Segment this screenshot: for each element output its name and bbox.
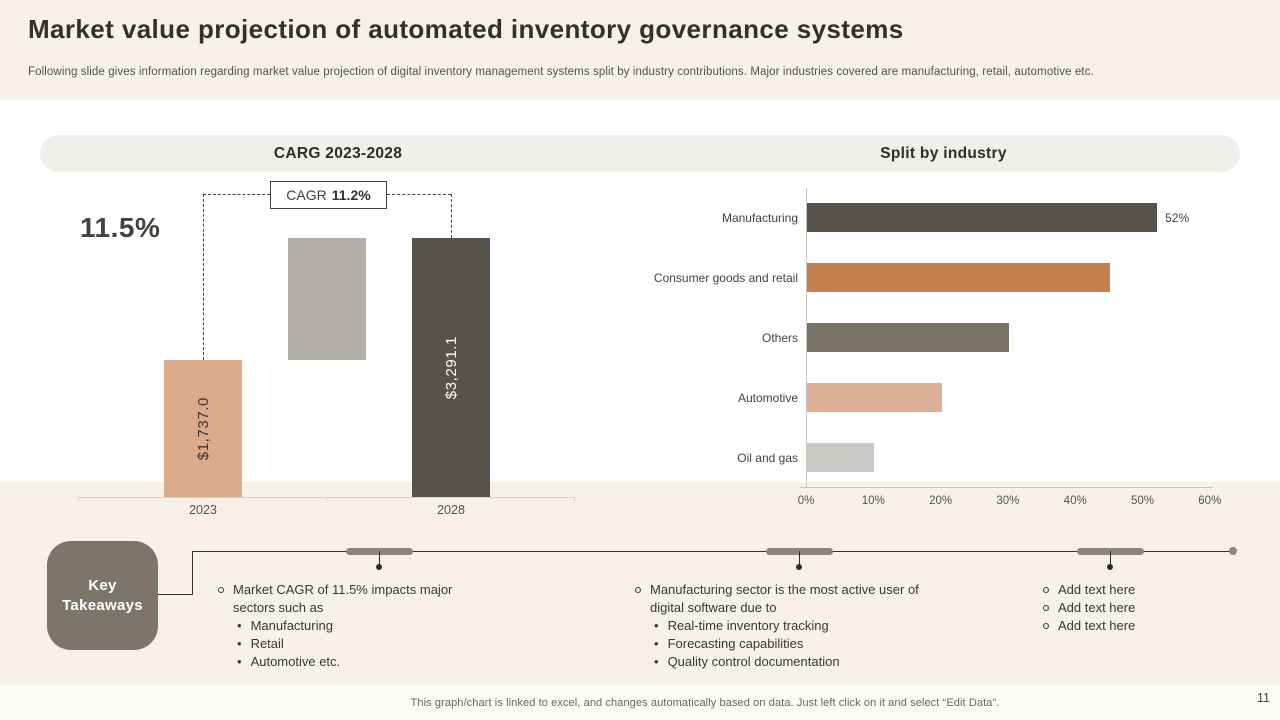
takeaways-connector-horizontal (158, 594, 192, 595)
takeaways-connector-vertical (192, 551, 193, 595)
section-title-carg: CARG 2023-2028 (273, 145, 403, 162)
circle-bullet-icon (1043, 604, 1049, 611)
section-header-band (40, 135, 1240, 172)
key-takeaways-label-line1: Key (88, 576, 117, 594)
cagr-callout-value: 11.2% (331, 187, 371, 203)
split-x-tick-label: 10% (861, 495, 885, 507)
takeaway-item[interactable]: Add text here (1043, 617, 1253, 635)
page-number: 11 (1257, 691, 1270, 705)
split-y-axis (806, 188, 807, 487)
takeaway-column: Add text here Add text here Add text here (1043, 581, 1253, 635)
split-category-label: Others (761, 331, 798, 345)
dot-bullet-icon: • (654, 618, 659, 633)
takeaway-item-text[interactable]: Add text here (1058, 618, 1136, 633)
takeaway-column: Market CAGR of 11.5% impacts major secto… (218, 581, 470, 671)
takeaway-item[interactable]: Add text here (1043, 581, 1253, 599)
cagr-callout[interactable]: CAGR 11.2% (270, 181, 387, 209)
split-category-label: Manufacturing (721, 211, 798, 225)
split-bar[interactable] (807, 203, 1158, 232)
split-x-tick-label: 30% (996, 495, 1020, 507)
carg-bar[interactable]: $3,291.1 (412, 238, 490, 497)
circle-bullet-icon (635, 586, 641, 593)
split-x-tick-label: 0% (797, 495, 815, 507)
footer-note: This graph/chart is linked to excel, and… (410, 697, 1000, 709)
carg-category-label: 2023 (189, 503, 217, 517)
carg-x-axis-tick (574, 497, 575, 501)
takeaway-subitem: • Forecasting capabilities (654, 635, 935, 653)
page-title: Market value projection of automated inv… (28, 14, 904, 44)
dot-bullet-icon: • (237, 636, 242, 651)
split-bar[interactable] (807, 323, 1009, 352)
takeaway-item: Market CAGR of 11.5% impacts major secto… (218, 581, 470, 617)
cagr-connector-left (203, 194, 270, 195)
takeaway-subitem: • Manufacturing (237, 617, 470, 635)
key-takeaways-label-line2: Takeaways (62, 596, 143, 614)
takeaway-subitem: • Quality control documentation (654, 653, 935, 671)
takeaway-subitem: • Automotive etc. (237, 653, 470, 671)
takeaway-subitem-text: Real-time inventory tracking (667, 618, 829, 633)
takeaway-subitem: • Retail (237, 635, 470, 653)
carg-bar[interactable]: $1,737.0 (164, 360, 242, 497)
split-x-tick-label: 50% (1130, 495, 1155, 507)
split-x-tick-label: 40% (1063, 495, 1087, 507)
takeaway-item: Manufacturing sector is the most active … (635, 581, 935, 617)
carg-bar[interactable] (288, 238, 366, 361)
takeaway-subitem-text: Retail (250, 636, 284, 651)
key-takeaways-box[interactable]: Key Takeaways (47, 541, 158, 650)
footer-band (0, 685, 1280, 720)
split-bar[interactable] (807, 383, 942, 412)
split-category-label: Oil and gas (737, 451, 798, 465)
dot-bullet-icon: • (237, 618, 242, 633)
carg-category-label: 2028 (437, 503, 465, 517)
split-bar[interactable] (807, 443, 875, 472)
takeaway-subitem-text: Forecasting capabilities (667, 636, 804, 651)
circle-bullet-icon (1043, 586, 1049, 593)
cagr-dash-left (203, 194, 204, 361)
dot-bullet-icon: • (654, 636, 659, 651)
dot-bullet-icon: • (654, 654, 659, 669)
split-x-axis (800, 487, 1213, 488)
page-subtitle: Following slide gives information regard… (28, 66, 1094, 78)
takeaway-item[interactable]: Add text here (1043, 599, 1253, 617)
circle-bullet-icon (1043, 622, 1049, 629)
takeaway-subitem: • Real-time inventory tracking (654, 617, 935, 635)
section-title-split: Split by industry (880, 145, 1007, 162)
dot-bullet-icon: • (237, 654, 242, 669)
cagr-dash-right (451, 194, 452, 238)
takeaway-subitem-text: Quality control documentation (667, 654, 840, 669)
takeaway-item-text: Market CAGR of 11.5% impacts major secto… (233, 582, 453, 615)
takeaway-subitem-text: Manufacturing (250, 618, 333, 633)
circle-bullet-icon (218, 586, 224, 593)
takeaway-item-text[interactable]: Add text here (1058, 582, 1136, 597)
cagr-growth-label: 11.5% (80, 212, 161, 243)
takeaway-item-text[interactable]: Add text here (1058, 600, 1136, 615)
split-bar-data-label: 52% (1165, 211, 1190, 225)
split-bar[interactable] (807, 263, 1110, 292)
takeaway-column: Manufacturing sector is the most active … (635, 581, 935, 671)
takeaway-item-text: Manufacturing sector is the most active … (650, 582, 919, 615)
split-category-label: Consumer goods and retail (653, 271, 798, 285)
takeaways-timeline (192, 551, 1233, 552)
split-x-tick-label: 60% (1198, 495, 1222, 507)
takeaway-subitem-text: Automotive etc. (250, 654, 341, 669)
split-category-label: Automotive (737, 391, 798, 405)
split-x-tick-label: 20% (929, 495, 953, 507)
carg-x-axis-tick (326, 497, 327, 501)
cagr-connector-right (387, 194, 451, 195)
carg-x-axis-tick (78, 497, 79, 501)
cagr-callout-prefix: CAGR (286, 187, 327, 203)
